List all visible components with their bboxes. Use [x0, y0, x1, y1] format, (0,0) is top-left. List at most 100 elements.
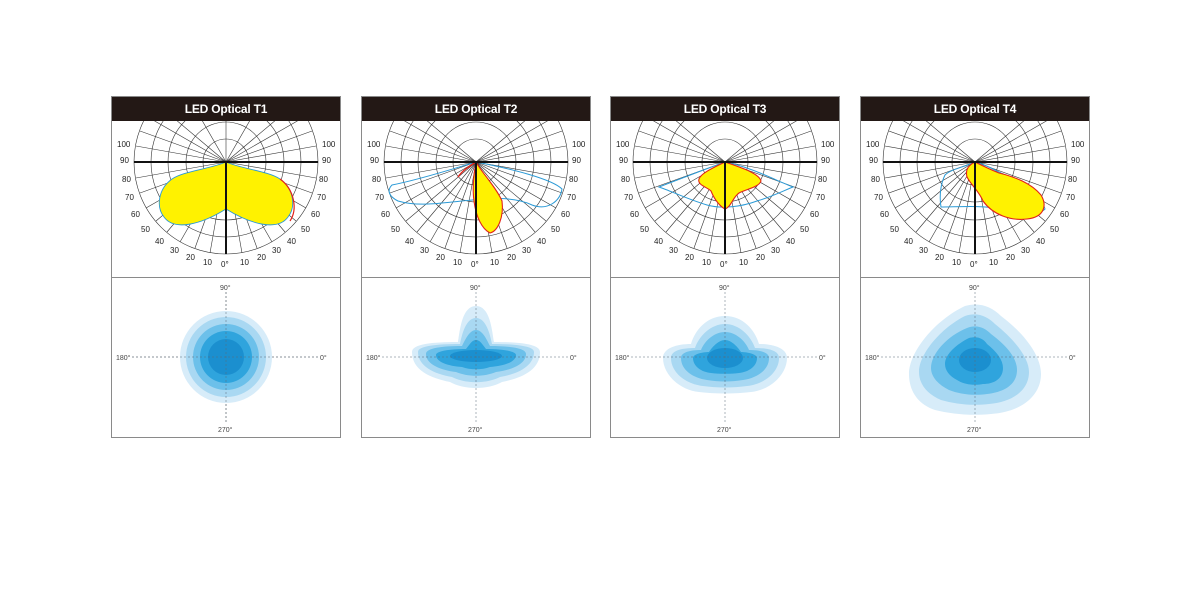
- tick-left-60: 60: [630, 210, 639, 219]
- tick-right-60: 60: [311, 210, 320, 219]
- tick-right-40: 40: [537, 237, 546, 246]
- tick-left-80: 80: [372, 175, 381, 184]
- tick-right-40: 40: [287, 237, 296, 246]
- tick-left-30: 30: [919, 246, 928, 255]
- tick-right-10: 10: [989, 258, 998, 267]
- tick-right-70: 70: [317, 193, 326, 202]
- optical-panel-t2: LED Optical T2: [361, 96, 591, 438]
- tick-right-20: 20: [257, 253, 266, 262]
- tick-left-20: 20: [436, 253, 445, 262]
- tick-right-50: 50: [301, 225, 310, 234]
- tick-right-80: 80: [818, 175, 827, 184]
- tick-left-70: 70: [624, 193, 633, 202]
- tick-right-20: 20: [756, 253, 765, 262]
- optical-panel-t3: LED Optical T3: [610, 96, 840, 438]
- iso-label-0: 0°: [819, 354, 826, 362]
- tick-right-30: 30: [1021, 246, 1030, 255]
- isolux-contours: [412, 306, 540, 388]
- tick-left-70: 70: [874, 193, 883, 202]
- tick-left-40: 40: [654, 237, 663, 246]
- tick-right-30: 30: [522, 246, 531, 255]
- tick-left-80: 80: [871, 175, 880, 184]
- tick-left-30: 30: [170, 246, 179, 255]
- isolux-contours: [663, 316, 787, 394]
- tick-bottom-0: 0°: [471, 260, 479, 269]
- polar-diagram: 100 90 80 70 60 50 40 30 20 10 0° 100 90…: [611, 121, 839, 278]
- tick-left-10: 10: [702, 258, 711, 267]
- isolux-chart: 90° 270° 180° 0°: [116, 284, 327, 434]
- tick-right-50: 50: [800, 225, 809, 234]
- tick-right-100: 100: [1071, 140, 1085, 149]
- tick-bottom-0: 0°: [970, 260, 978, 269]
- iso-label-90: 90°: [470, 284, 481, 292]
- iso-label-90: 90°: [969, 284, 980, 292]
- red-curve: [457, 161, 477, 178]
- iso-label-270: 270°: [717, 426, 732, 434]
- optical-panel-t1: LED Optical T1: [111, 96, 341, 438]
- tick-right-40: 40: [786, 237, 795, 246]
- tick-right-50: 50: [551, 225, 560, 234]
- tick-right-80: 80: [319, 175, 328, 184]
- tick-right-90: 90: [1071, 156, 1080, 165]
- isolux-diagram: 90° 270° 180° 0°: [362, 278, 590, 438]
- panel-title: LED Optical T2: [362, 97, 590, 121]
- tick-right-30: 30: [771, 246, 780, 255]
- tick-right-20: 20: [1006, 253, 1015, 262]
- tick-left-50: 50: [141, 225, 150, 234]
- iso-label-270: 270°: [967, 426, 982, 434]
- tick-right-10: 10: [490, 258, 499, 267]
- tick-left-60: 60: [131, 210, 140, 219]
- tick-right-60: 60: [810, 210, 819, 219]
- tick-right-50: 50: [1050, 225, 1059, 234]
- tick-left-30: 30: [669, 246, 678, 255]
- tick-bottom-0: 0°: [221, 260, 229, 269]
- iso-label-90: 90°: [220, 284, 231, 292]
- tick-right-100: 100: [572, 140, 586, 149]
- tick-right-100: 100: [821, 140, 835, 149]
- tick-left-100: 100: [616, 140, 630, 149]
- tick-left-100: 100: [866, 140, 880, 149]
- tick-left-90: 90: [120, 156, 129, 165]
- tick-left-90: 90: [619, 156, 628, 165]
- panel-title: LED Optical T3: [611, 97, 839, 121]
- panel-title: LED Optical T1: [112, 97, 340, 121]
- isolux-chart: 90° 270° 180° 0°: [865, 284, 1076, 434]
- iso-label-270: 270°: [468, 426, 483, 434]
- iso-label-180: 180°: [615, 354, 630, 362]
- tick-left-60: 60: [880, 210, 889, 219]
- tick-left-80: 80: [621, 175, 630, 184]
- tick-right-80: 80: [569, 175, 578, 184]
- tick-left-90: 90: [869, 156, 878, 165]
- tick-right-20: 20: [507, 253, 516, 262]
- tick-left-50: 50: [391, 225, 400, 234]
- light-distribution-curve: [965, 161, 1045, 220]
- tick-left-20: 20: [685, 253, 694, 262]
- iso-label-180: 180°: [865, 354, 880, 362]
- polar-chart: 100 90 80 70 60 50 40 30 20 10 0° 100 90…: [866, 121, 1085, 269]
- iso-label-0: 0°: [570, 354, 577, 362]
- tick-left-50: 50: [640, 225, 649, 234]
- panel-title: LED Optical T4: [861, 97, 1089, 121]
- tick-left-40: 40: [405, 237, 414, 246]
- tick-right-100: 100: [322, 140, 336, 149]
- tick-left-50: 50: [890, 225, 899, 234]
- blue-curve: [388, 161, 563, 208]
- isolux-diagram: 90° 270° 180° 0°: [611, 278, 839, 438]
- polar-diagram: 100 90 80 70 60 50 40 30 20 10 0° 100 90…: [362, 121, 590, 278]
- tick-left-20: 20: [186, 253, 195, 262]
- tick-left-30: 30: [420, 246, 429, 255]
- polar-diagram: 100 90 80 70 60 50 40 30 20 10 0° 100 90…: [112, 121, 340, 278]
- blue-curve: [657, 161, 795, 208]
- tick-left-70: 70: [375, 193, 384, 202]
- tick-left-100: 100: [367, 140, 381, 149]
- tick-right-40: 40: [1036, 237, 1045, 246]
- tick-right-80: 80: [1068, 175, 1077, 184]
- tick-bottom-0: 0°: [720, 260, 728, 269]
- tick-left-20: 20: [935, 253, 944, 262]
- isolux-diagram: 90° 270° 180° 0°: [112, 278, 340, 438]
- tick-right-70: 70: [816, 193, 825, 202]
- tick-left-100: 100: [117, 140, 131, 149]
- tick-left-10: 10: [453, 258, 462, 267]
- tick-right-60: 60: [1060, 210, 1069, 219]
- tick-left-60: 60: [381, 210, 390, 219]
